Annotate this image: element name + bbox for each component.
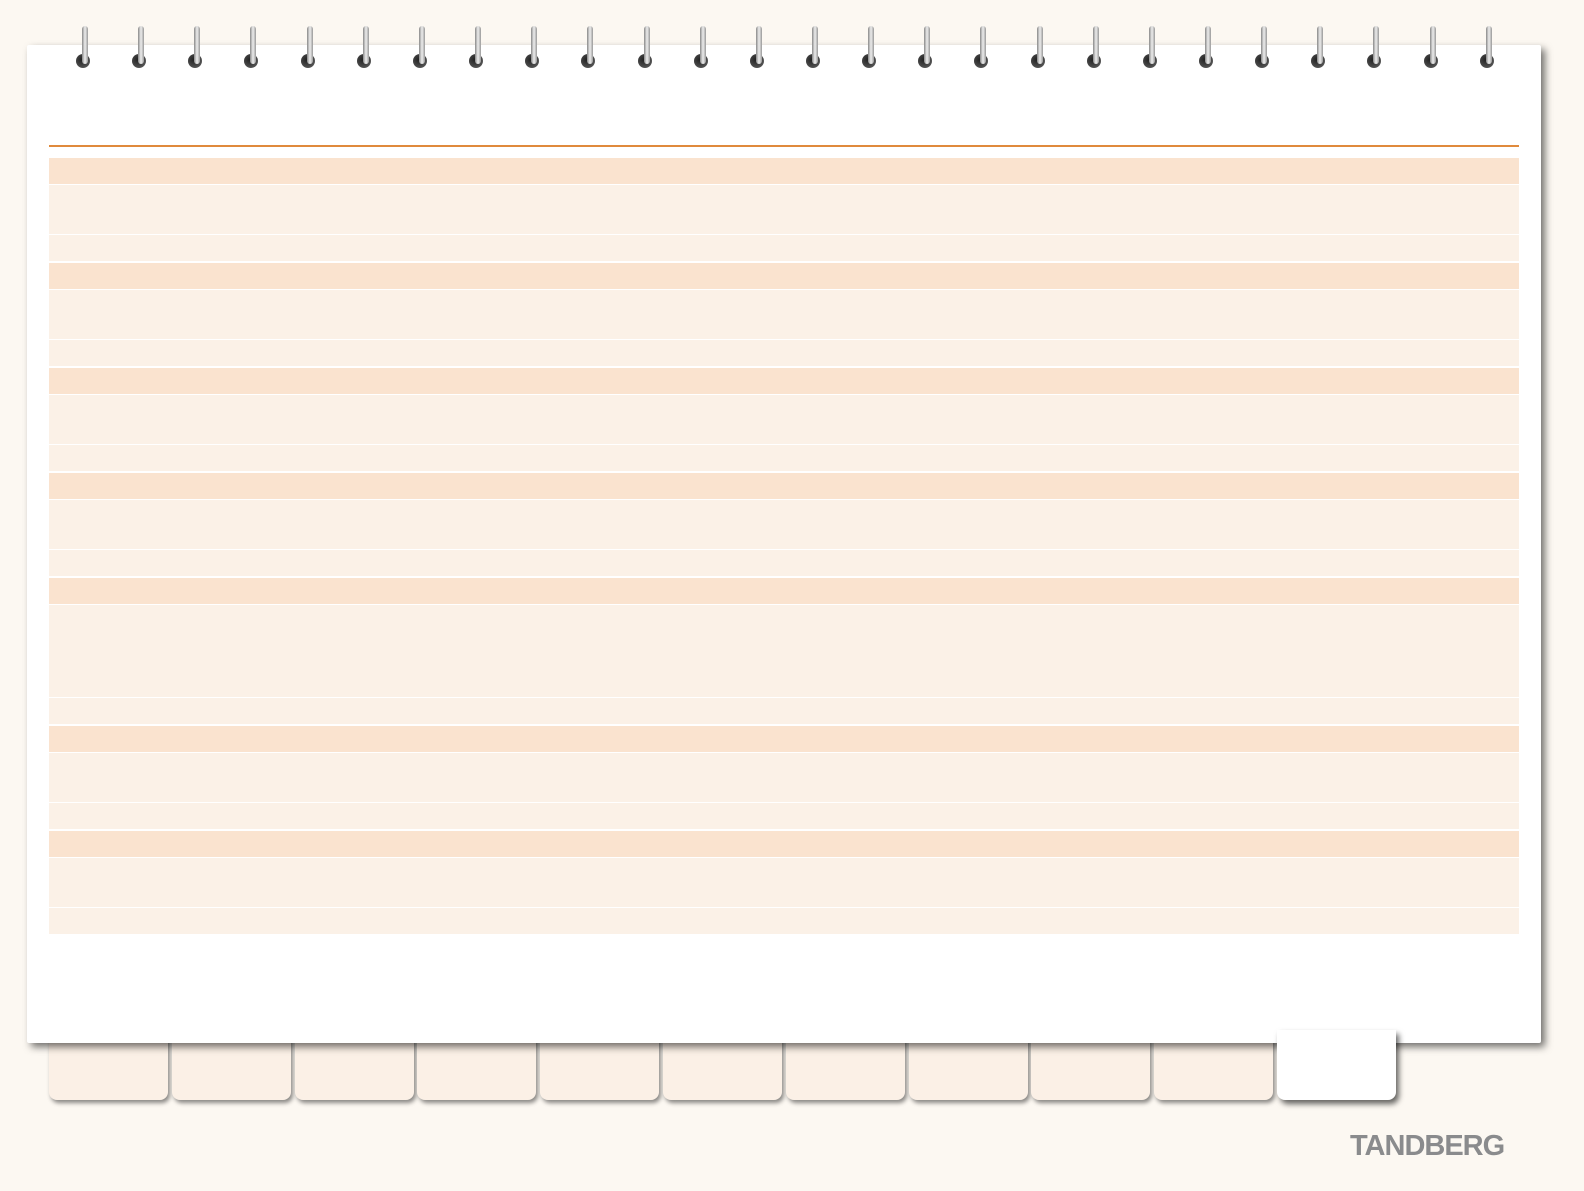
section-header bbox=[49, 263, 1519, 289]
section-body bbox=[49, 395, 1519, 444]
binding-ring bbox=[1311, 26, 1326, 68]
binding-ring bbox=[412, 26, 427, 68]
binding-ring bbox=[1423, 26, 1438, 68]
binding-ring bbox=[1142, 26, 1157, 68]
binding-ring bbox=[469, 26, 484, 68]
section-footer bbox=[49, 803, 1519, 829]
section-footer bbox=[49, 445, 1519, 471]
section-header bbox=[49, 368, 1519, 394]
binding-ring bbox=[1479, 26, 1494, 68]
binding-ring bbox=[132, 26, 147, 68]
binding-ring bbox=[356, 26, 371, 68]
binding-ring bbox=[637, 26, 652, 68]
title-divider bbox=[49, 145, 1519, 147]
binding-ring bbox=[188, 26, 203, 68]
section-footer bbox=[49, 235, 1519, 261]
binding-ring bbox=[749, 26, 764, 68]
section-body bbox=[49, 753, 1519, 802]
binding-ring bbox=[581, 26, 596, 68]
binding-ring bbox=[1255, 26, 1270, 68]
binding-ring bbox=[1086, 26, 1101, 68]
section-footer bbox=[49, 698, 1519, 724]
binding-ring bbox=[1199, 26, 1213, 68]
section-body bbox=[49, 185, 1519, 234]
binding-ring bbox=[918, 26, 933, 68]
binding-ring bbox=[974, 26, 989, 68]
section-footer bbox=[49, 550, 1519, 576]
tandberg-logo: TANDBERG bbox=[1350, 1130, 1505, 1162]
binding-ring bbox=[76, 26, 90, 68]
binding-ring bbox=[805, 26, 820, 68]
section-footer bbox=[49, 340, 1519, 366]
binding-ring bbox=[1367, 26, 1382, 68]
section-body bbox=[49, 858, 1519, 907]
binding-ring bbox=[525, 26, 540, 68]
section-header bbox=[49, 578, 1519, 604]
section-header bbox=[49, 726, 1519, 752]
binding-ring bbox=[862, 26, 877, 68]
binding-ring bbox=[1030, 26, 1045, 68]
section-header bbox=[49, 831, 1519, 857]
section-header bbox=[49, 473, 1519, 499]
binding-ring bbox=[693, 26, 708, 68]
section-body bbox=[49, 290, 1519, 339]
section-header bbox=[49, 158, 1519, 184]
tab-active[interactable] bbox=[1277, 1030, 1396, 1100]
section-body bbox=[49, 500, 1519, 549]
section-footer bbox=[49, 908, 1519, 934]
binding-ring bbox=[300, 26, 315, 68]
binding-ring bbox=[244, 26, 259, 68]
section-body bbox=[49, 605, 1519, 697]
